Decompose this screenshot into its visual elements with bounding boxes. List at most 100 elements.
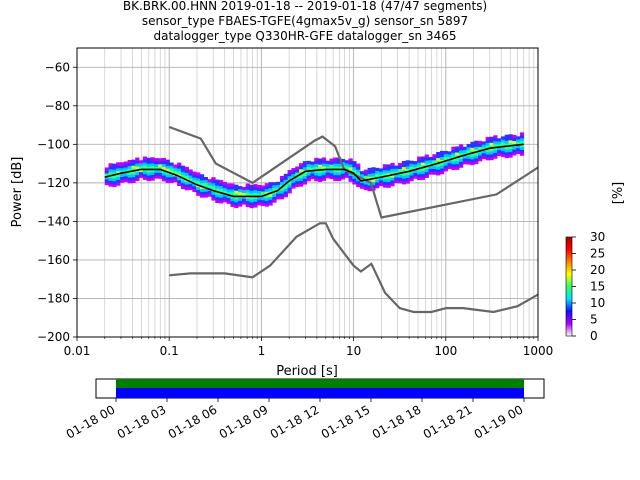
heatmap-cell (169, 168, 174, 172)
heatmap-cell (299, 163, 304, 167)
heatmap-cell (325, 166, 330, 170)
heatmap-cell (363, 169, 368, 173)
heatmap-cell (230, 183, 235, 187)
heatmap-cell (207, 190, 212, 194)
heatmap-cell (219, 180, 224, 184)
heatmap-cell (378, 177, 384, 181)
heatmap-cell (264, 191, 269, 196)
heatmap-cell (485, 154, 490, 158)
heatmap-cell (390, 183, 395, 187)
heatmap-cell (287, 181, 292, 185)
heatmap-cell (161, 163, 167, 167)
heatmap-cell (497, 149, 502, 154)
heatmap-cell (234, 187, 239, 191)
mean-curve-line (104, 143, 524, 198)
heatmap-cell (455, 149, 460, 153)
heatmap-cell (314, 172, 319, 176)
heatmap-cell (325, 169, 330, 173)
heatmap-cell (260, 202, 266, 206)
heatmap-cell (333, 171, 338, 176)
heatmap-cell (458, 161, 464, 165)
heatmap-cell (283, 188, 288, 192)
heatmap-cell (405, 168, 410, 173)
heatmap-cell (173, 170, 178, 174)
heatmap-cell (123, 167, 129, 171)
heatmap-cell (287, 190, 292, 194)
heatmap-cell (192, 186, 197, 190)
heatmap-cell (249, 193, 254, 197)
heatmap-cell (260, 185, 266, 189)
heatmap-cell (318, 167, 323, 171)
x-axis-ticks: 0.01 0.1 1 10 100 1000 (64, 337, 553, 358)
heatmap-cell (302, 161, 308, 165)
heatmap-cell (264, 203, 269, 207)
heatmap-cell (348, 172, 353, 177)
heatmap-cell (287, 184, 292, 188)
heatmap-cell (291, 182, 296, 186)
heatmap-cell (161, 166, 167, 170)
heatmap-cell (337, 169, 342, 173)
heatmap-cell (192, 180, 197, 184)
heatmap-cell (318, 164, 323, 168)
heatmap-cell (253, 187, 258, 191)
heatmap-cell (154, 172, 159, 176)
heatmap-cell (443, 165, 448, 169)
heatmap-cell (112, 181, 117, 185)
time-tick-label: 01-18 09 (217, 402, 271, 441)
y-tick-label: −180 (37, 291, 70, 305)
heatmap-cell (420, 168, 426, 172)
heatmap-cell (432, 157, 437, 161)
heatmap-cell (432, 160, 437, 164)
heatmap-cell (325, 175, 330, 179)
heatmap-cell (268, 202, 273, 206)
heatmap-cell (458, 158, 464, 163)
heatmap-cell (310, 161, 315, 165)
low-noise-model-line (169, 222, 539, 314)
heatmap-cell (295, 180, 300, 185)
heatmap-cell (245, 203, 250, 208)
heatmap-cell (478, 158, 483, 162)
heatmap-cell (245, 186, 250, 190)
heatmap-cell (458, 147, 464, 151)
heatmap-cell (375, 170, 380, 174)
heatmap-cell (394, 174, 399, 178)
heatmap-cell (196, 186, 201, 191)
heatmap-cell (348, 161, 353, 165)
heatmap-cell (363, 184, 368, 188)
heatmap-cell (455, 146, 460, 150)
heatmap-cell (378, 171, 384, 175)
heatmap-cell (142, 165, 148, 169)
heatmap-cell (371, 170, 376, 174)
heatmap-cell (306, 160, 311, 165)
heatmap-cell (165, 179, 170, 184)
heatmap-cell (390, 171, 395, 175)
heatmap-cell (150, 160, 155, 164)
heatmap-cell (367, 167, 372, 172)
heatmap-cell (291, 179, 296, 183)
heatmap-cell (112, 178, 117, 182)
heatmap-cell (405, 171, 410, 176)
heatmap-cell (466, 146, 471, 151)
heatmap-cell (272, 187, 277, 192)
heatmap-cell (108, 163, 113, 167)
heatmap-cell (302, 164, 308, 168)
heatmap-cell (356, 169, 361, 173)
heatmap-cell (199, 174, 205, 178)
heatmap-cell (215, 185, 220, 189)
heatmap-cell (276, 193, 281, 197)
time-bar-coverage-bottom (116, 388, 524, 398)
heatmap-cell (184, 172, 189, 176)
heatmap-cell (443, 153, 448, 158)
heatmap-cell (310, 170, 315, 174)
heatmap-cell (516, 145, 521, 149)
heatmap-cell (173, 164, 178, 168)
heatmap-cell (180, 168, 186, 172)
heatmap-cell (264, 189, 269, 193)
heatmap-cell (257, 202, 262, 206)
heatmap-cell (238, 197, 243, 201)
heatmap-cell (127, 171, 132, 175)
heatmap-cell (142, 159, 148, 163)
heatmap-cell (447, 165, 452, 169)
heatmap-cell (508, 148, 513, 152)
heatmap-cell (146, 172, 151, 176)
